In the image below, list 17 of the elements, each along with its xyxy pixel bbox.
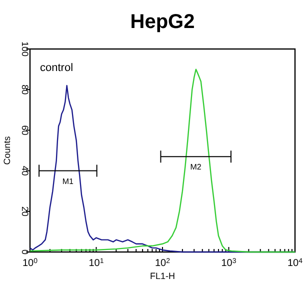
x-tick-label: 10$^{2}$	[154, 258, 170, 269]
annotation: M2	[190, 162, 202, 172]
y-axis-title: Counts	[2, 136, 12, 165]
x-tick-label: 10$^{4}$	[287, 258, 303, 269]
y-tick-label: 20	[20, 206, 30, 216]
annotation: M1	[62, 176, 74, 186]
y-tick-label: 100	[20, 41, 30, 57]
y-tick-label: 60	[20, 125, 30, 136]
x-tick-label: 10$^{3}$	[221, 258, 236, 269]
y-tick-label: 80	[20, 84, 30, 95]
y-tick-label: 40	[20, 166, 30, 176]
x-axis-title: FL1-H	[150, 271, 176, 281]
x-tick-label: 10$^{0}$	[22, 258, 38, 269]
y-tick-label: 0	[20, 249, 30, 255]
annotation: control	[40, 62, 74, 74]
chart-title: HepG2	[130, 11, 195, 33]
x-tick-label: 10$^{1}$	[88, 258, 104, 269]
